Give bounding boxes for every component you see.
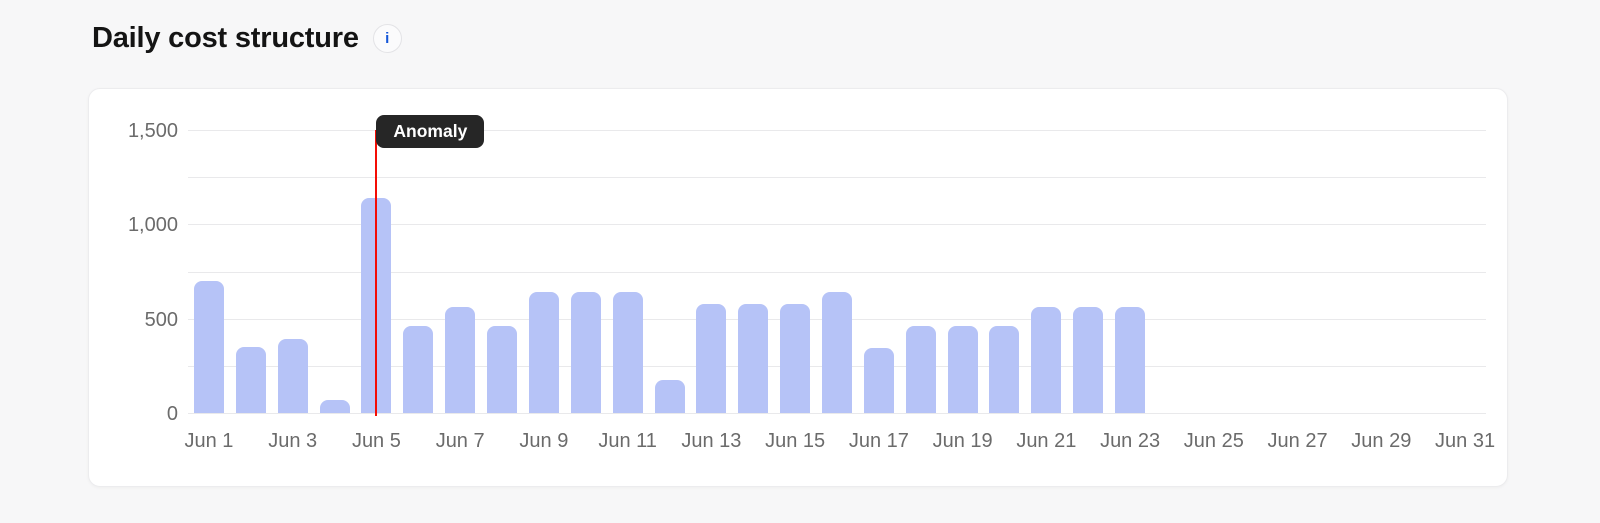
x-axis-tick-label: Jun 9	[519, 430, 569, 452]
anomaly-line	[375, 130, 378, 416]
x-axis-tick-label: Jun 13	[681, 430, 742, 452]
x-axis-tick-label: Jun 31	[1435, 430, 1496, 452]
y-axis-tick-label: 500	[144, 308, 178, 331]
page-header: Daily cost structure i	[92, 22, 402, 55]
x-axis-tick-label: Jun 3	[268, 430, 318, 452]
anomaly-tooltip: Anomaly	[376, 115, 485, 148]
bar-jun-1[interactable]	[193, 280, 224, 413]
bar-jun-15[interactable]	[780, 303, 811, 413]
bar-jun-3[interactable]	[277, 339, 308, 413]
bar-jun-7[interactable]	[445, 307, 476, 413]
x-axis-tick-label: Jun 27	[1267, 430, 1328, 452]
x-axis-tick-label: Jun 11	[598, 430, 657, 452]
bar-jun-11[interactable]	[612, 292, 643, 413]
x-axis-tick-label: Jun 25	[1183, 430, 1244, 452]
info-icon[interactable]: i	[372, 24, 402, 53]
bar-jun-4[interactable]	[319, 399, 350, 413]
bar-jun-2[interactable]	[235, 346, 266, 413]
bar-jun-16[interactable]	[822, 292, 852, 413]
x-axis-tick-label: Jun 19	[932, 430, 993, 452]
bar-jun-6[interactable]	[403, 326, 434, 413]
bar-jun-18[interactable]	[905, 326, 936, 413]
gridline-1000	[188, 224, 1486, 226]
bar-jun-23[interactable]	[1115, 307, 1146, 413]
x-axis-tick-label: Jun 23	[1100, 430, 1161, 452]
bar-jun-12[interactable]	[654, 379, 685, 413]
bar-jun-8[interactable]	[487, 326, 518, 413]
gridline-1250	[188, 177, 1486, 179]
page-title: Daily cost structure	[92, 22, 359, 54]
bar-jun-19[interactable]	[947, 326, 978, 413]
gridline-1500	[188, 130, 1486, 131]
y-axis-tick-label: 1,000	[127, 214, 178, 237]
x-axis-tick-label: Jun 5	[351, 430, 401, 452]
bar-jun-10[interactable]	[570, 292, 601, 413]
chart-plot: Anomaly 0 500 1,000 1,500 Jun 1 Jun 3 Jun 5 Jun…	[128, 115, 1495, 452]
chart-card: Anomaly 0 500 1,000 1,500 Jun 1 Jun 3 Jun 5 Jun…	[88, 88, 1508, 487]
x-axis-tick-label: Jun 21	[1016, 430, 1077, 452]
x-axis-tick-label: Jun 7	[435, 430, 485, 452]
bar-jun-14[interactable]	[738, 303, 769, 413]
bar-jun-20[interactable]	[989, 326, 1020, 413]
y-axis-tick-label: 1,500	[127, 120, 178, 142]
y-axis-tick-label: 0	[166, 403, 178, 425]
bar-jun-22[interactable]	[1073, 307, 1104, 413]
bar-jun-21[interactable]	[1031, 307, 1062, 413]
gridline-750	[188, 271, 1486, 273]
x-axis-tick-label: Jun 15	[765, 430, 826, 452]
x-axis-tick-label: Jun 29	[1351, 430, 1412, 452]
x-axis-tick-label: Jun 17	[848, 430, 909, 452]
bar-jun-17[interactable]	[863, 347, 894, 413]
bar-jun-9[interactable]	[528, 292, 559, 413]
x-axis-tick-label: Jun 1	[184, 430, 234, 452]
bar-jun-13[interactable]	[696, 303, 727, 413]
gridline-0	[188, 413, 1486, 414]
